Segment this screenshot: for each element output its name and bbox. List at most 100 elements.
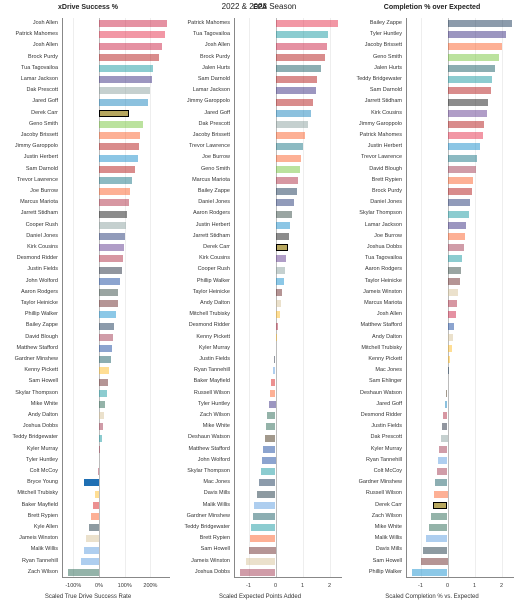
player-label: Kenny Pickett xyxy=(348,354,404,365)
player-label: Mitchell Trubisky xyxy=(4,488,60,499)
bar xyxy=(265,435,276,442)
player-label: Jameis Winston xyxy=(348,287,404,298)
bar xyxy=(448,289,459,296)
bar xyxy=(445,401,448,408)
bar xyxy=(448,121,484,128)
bar xyxy=(431,513,447,520)
panel-title-xdrive: xDrive Success % xyxy=(4,4,172,11)
bar xyxy=(99,244,124,251)
player-label: Aaron Rodgers xyxy=(176,208,232,219)
player-label: Joe Burrow xyxy=(348,231,404,242)
player-label: Jameis Winston xyxy=(4,533,60,544)
player-label: Sam Darnold xyxy=(4,164,60,175)
bar xyxy=(448,255,463,262)
player-label: Zach Wilson xyxy=(176,410,232,421)
bar xyxy=(276,132,306,139)
player-label: Baker Mayfield xyxy=(176,376,232,387)
bar xyxy=(448,233,466,240)
player-label: Phillip Walker xyxy=(348,567,404,578)
bar xyxy=(448,76,493,83)
player-label: Jimmy Garoppolo xyxy=(4,141,60,152)
bar xyxy=(99,356,111,363)
bar xyxy=(446,390,447,397)
bar xyxy=(251,524,275,531)
bar xyxy=(99,222,126,229)
player-label: Jacoby Brissett xyxy=(4,130,60,141)
player-label: Desmond Ridder xyxy=(176,320,232,331)
x-tick: 1 xyxy=(473,583,476,589)
player-label: Jimmy Garoppolo xyxy=(176,96,232,107)
player-label: Phillip Walker xyxy=(176,276,232,287)
player-label: Bryce Young xyxy=(4,477,60,488)
player-label: Russell Wilson xyxy=(176,388,232,399)
player-label: Sam Howell xyxy=(4,376,60,387)
panel-title-cpoe: Completion % over Expected xyxy=(348,4,516,11)
bar xyxy=(99,390,107,397)
player-label: Justin Herbert xyxy=(176,220,232,231)
bar xyxy=(448,367,449,374)
player-label: Patrick Mahomes xyxy=(4,29,60,40)
player-label: Skylar Thompson xyxy=(176,466,232,477)
player-label: Baker Mayfield xyxy=(4,500,60,511)
bar xyxy=(441,435,448,442)
bar xyxy=(89,524,99,531)
player-label: Dak Prescott xyxy=(348,432,404,443)
player-label: Bailey Zappe xyxy=(176,186,232,197)
bar xyxy=(448,20,513,27)
bar xyxy=(412,569,447,576)
player-label: Jalen Hurts xyxy=(348,63,404,74)
player-label: Josh Allen xyxy=(176,40,232,51)
bar xyxy=(448,267,462,274)
player-label: Skylar Thompson xyxy=(4,388,60,399)
bar xyxy=(246,558,276,565)
bar xyxy=(276,43,327,50)
bar xyxy=(99,65,153,72)
bar xyxy=(95,491,99,498)
bar xyxy=(448,334,453,341)
player-label: Kirk Cousins xyxy=(176,253,232,264)
player-label: Patrick Mahomes xyxy=(176,18,232,29)
bar xyxy=(99,188,130,195)
bar xyxy=(84,547,99,554)
player-label: Tyler Huntley xyxy=(348,29,404,40)
bar xyxy=(448,222,467,229)
bar xyxy=(448,311,456,318)
player-label: Jacoby Brissett xyxy=(348,40,404,51)
bar xyxy=(86,535,99,542)
bar xyxy=(273,367,276,374)
bar xyxy=(253,513,276,520)
bar xyxy=(448,244,464,251)
player-label: Jared Goff xyxy=(176,108,232,119)
player-label: Davis Mills xyxy=(348,544,404,555)
bar xyxy=(442,423,447,430)
plot-cpoe: -1012 xyxy=(406,18,514,578)
bar xyxy=(276,289,283,296)
player-label: Jalen Hurts xyxy=(176,63,232,74)
player-label: Sam Ehlinger xyxy=(348,376,404,387)
bar xyxy=(276,244,288,251)
bar xyxy=(81,558,99,565)
player-label: Jacoby Brissett xyxy=(176,130,232,141)
player-label: Justin Herbert xyxy=(348,141,404,152)
x-tick: 200% xyxy=(143,583,157,589)
bar xyxy=(249,547,276,554)
bar xyxy=(438,457,447,464)
bar xyxy=(276,54,326,61)
bar xyxy=(99,323,114,330)
bar xyxy=(240,569,275,576)
player-label: Daniel Jones xyxy=(4,231,60,242)
xlabel-epa: Scaled Expected Points Added xyxy=(176,594,344,600)
gridline xyxy=(249,18,250,577)
bar xyxy=(99,110,129,117)
player-label: Ryan Tannehill xyxy=(4,556,60,567)
player-label: Jarrett Stidham xyxy=(176,231,232,242)
player-label: Lamar Jackson xyxy=(176,85,232,96)
player-label: Kyler Murray xyxy=(348,444,404,455)
bar xyxy=(99,155,138,162)
player-label: Sam Howell xyxy=(348,556,404,567)
bar xyxy=(274,356,275,363)
player-label: Aaron Rodgers xyxy=(4,287,60,298)
bar xyxy=(421,558,448,565)
bar xyxy=(276,177,299,184)
bar xyxy=(276,166,300,173)
